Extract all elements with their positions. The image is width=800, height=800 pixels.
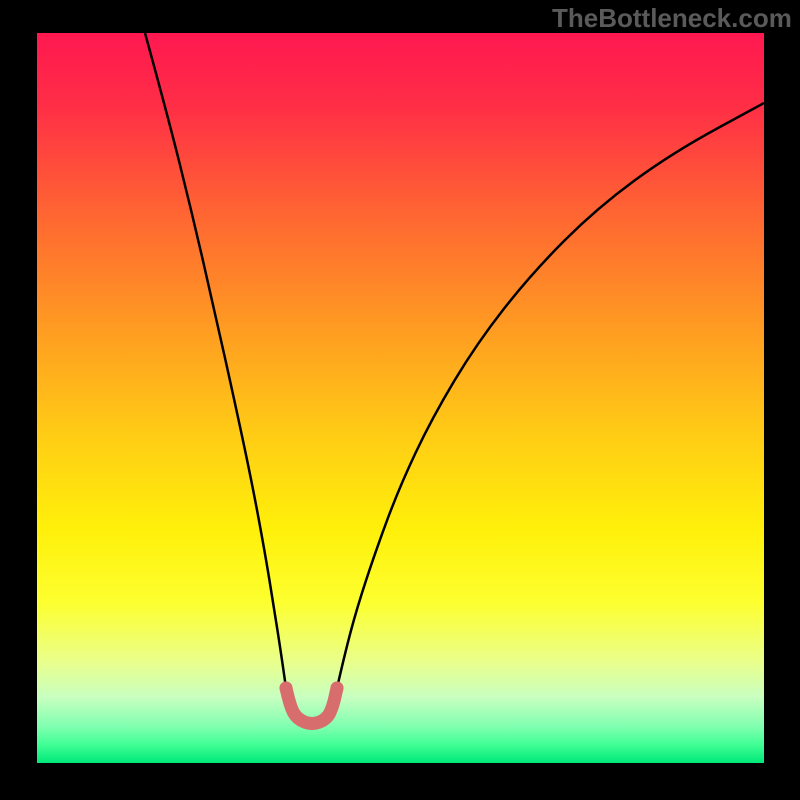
endpoint-dot-right <box>331 682 344 695</box>
endpoint-dot-left <box>280 682 293 695</box>
bottleneck-chart-svg <box>37 33 764 763</box>
watermark-text: TheBottleneck.com <box>552 3 792 34</box>
gradient-background <box>37 33 764 763</box>
plot-area <box>37 33 764 763</box>
